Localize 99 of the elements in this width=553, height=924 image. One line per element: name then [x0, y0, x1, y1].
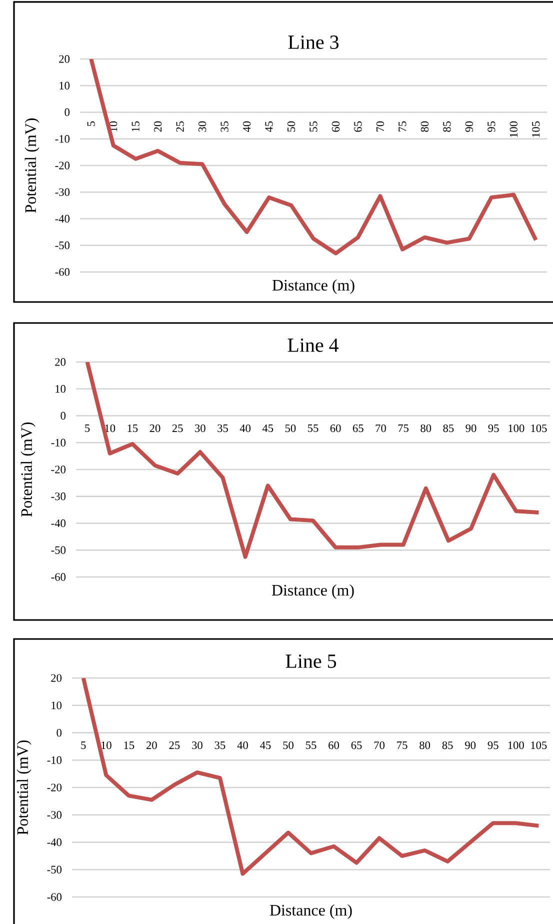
y-tick-label: 0 — [56, 728, 62, 737]
y-axis-title: Potential (mV) — [20, 422, 36, 517]
y-tick-label: -50 — [55, 242, 70, 250]
x-tick-label: 35 — [220, 121, 228, 132]
x-tick-label: 80 — [420, 424, 432, 432]
x-tick-label: 20 — [146, 741, 157, 750]
x-tick-label: 90 — [466, 424, 476, 432]
x-tick-label: 45 — [265, 121, 273, 132]
x-tick-label: 40 — [240, 424, 251, 432]
x-tick-label: 80 — [420, 741, 430, 750]
y-tick-label: 20 — [51, 674, 62, 682]
x-tick-label: 45 — [262, 424, 274, 432]
x-tick-label: 15 — [128, 424, 138, 432]
y-axis-title: Potential (mV) — [24, 118, 40, 213]
x-tick-label: 55 — [306, 741, 316, 749]
x-tick-label: 100 — [508, 741, 524, 750]
x-tick-label: 85 — [443, 121, 451, 132]
x-tick-label: 55 — [308, 424, 318, 432]
y-tick-label: -60 — [55, 268, 70, 276]
chart-title: Line 5 — [286, 654, 336, 668]
x-tick-label: 35 — [218, 424, 228, 432]
x-tick-label: 5 — [81, 741, 86, 749]
x-tick-label: 95 — [488, 121, 496, 132]
x-tick-label: 65 — [354, 121, 362, 132]
x-tick-label: 10 — [105, 424, 116, 432]
x-tick-label: 50 — [287, 121, 296, 132]
y-tick-label: -10 — [51, 438, 66, 446]
x-tick-label: 50 — [283, 741, 294, 750]
x-tick-label: 45 — [260, 741, 271, 750]
x-tick-label: 20 — [150, 424, 160, 432]
x-tick-label: 70 — [376, 121, 384, 132]
y-tick-label: 10 — [52, 702, 62, 710]
x-tick-label: 75 — [398, 121, 406, 132]
x-tick-label: 100 — [510, 121, 518, 137]
x-tick-label: 25 — [169, 741, 180, 750]
x-tick-label: 95 — [488, 424, 499, 432]
x-tick-label: 10 — [101, 741, 112, 750]
y-tick-label: -20 — [47, 784, 62, 792]
x-tick-label: 65 — [351, 741, 362, 750]
y-tick-label: -60 — [51, 573, 66, 581]
y-tick-label: 0 — [64, 108, 70, 116]
x-tick-label: 30 — [192, 741, 202, 750]
x-tick-label: 85 — [443, 424, 454, 432]
y-tick-label: 10 — [60, 82, 70, 90]
x-tick-label: 75 — [397, 741, 408, 749]
y-tick-label: 20 — [59, 55, 70, 63]
x-tick-label: 30 — [198, 121, 206, 132]
y-tick-label: -50 — [47, 866, 62, 874]
x-tick-label: 5 — [87, 121, 95, 126]
x-tick-label: 40 — [237, 741, 248, 750]
x-tick-label: 65 — [352, 424, 364, 432]
line-series — [89, 59, 538, 256]
y-tick-label: -30 — [51, 492, 66, 500]
x-tick-label: 95 — [488, 741, 498, 750]
x-tick-label: 60 — [332, 121, 340, 132]
x-tick-label: 5 — [85, 424, 90, 432]
x-tick-label: 25 — [176, 121, 184, 132]
y-tick-label: -50 — [51, 546, 66, 554]
x-axis-title: Distance (m) — [270, 904, 352, 919]
x-tick-label: 30 — [195, 424, 206, 432]
x-tick-label: 90 — [465, 121, 473, 132]
x-tick-label: 15 — [132, 121, 140, 132]
y-tick-label: 0 — [60, 412, 66, 420]
x-tick-label: 35 — [214, 741, 226, 750]
x-tick-label: 80 — [420, 121, 429, 132]
x-tick-label: 105 — [531, 741, 547, 750]
y-axis-title: Potential (mV) — [16, 740, 32, 835]
x-tick-label: 20 — [154, 121, 162, 132]
x-axis-title: Distance (m) — [272, 279, 354, 294]
y-tick-label: -10 — [47, 756, 62, 764]
y-tick-label: -20 — [51, 466, 66, 474]
x-tick-label: 55 — [310, 121, 318, 132]
x-axis-title: Distance (m) — [272, 584, 354, 599]
y-tick-label: -30 — [47, 811, 62, 819]
x-tick-label: 70 — [374, 741, 385, 750]
x-tick-label: 15 — [124, 741, 134, 750]
y-tick-label: 20 — [55, 358, 66, 366]
y-tick-label: -20 — [55, 162, 70, 170]
chart-title: Line 4 — [288, 338, 338, 352]
y-tick-label: -40 — [47, 838, 62, 846]
x-tick-label: 25 — [172, 424, 183, 432]
y-tick-label: -40 — [55, 214, 70, 223]
y-tick-label: -10 — [55, 135, 70, 143]
x-tick-label: 60 — [330, 424, 341, 432]
x-tick-label: 105 — [532, 121, 540, 137]
x-tick-label: 105 — [531, 424, 547, 432]
x-tick-label: 70 — [376, 424, 386, 432]
x-tick-label: 50 — [285, 424, 296, 432]
x-tick-label: 40 — [242, 121, 251, 132]
y-tick-label: -40 — [51, 519, 66, 528]
x-tick-label: 90 — [465, 741, 476, 750]
y-tick-label: 10 — [56, 385, 66, 393]
x-tick-label: 100 — [508, 424, 524, 432]
x-tick-label: 60 — [328, 741, 339, 750]
x-tick-label: 75 — [398, 424, 409, 432]
y-tick-label: -30 — [55, 188, 70, 196]
x-tick-label: 85 — [442, 741, 453, 750]
y-tick-label: -60 — [47, 893, 62, 901]
chart-title: Line 3 — [288, 36, 339, 49]
